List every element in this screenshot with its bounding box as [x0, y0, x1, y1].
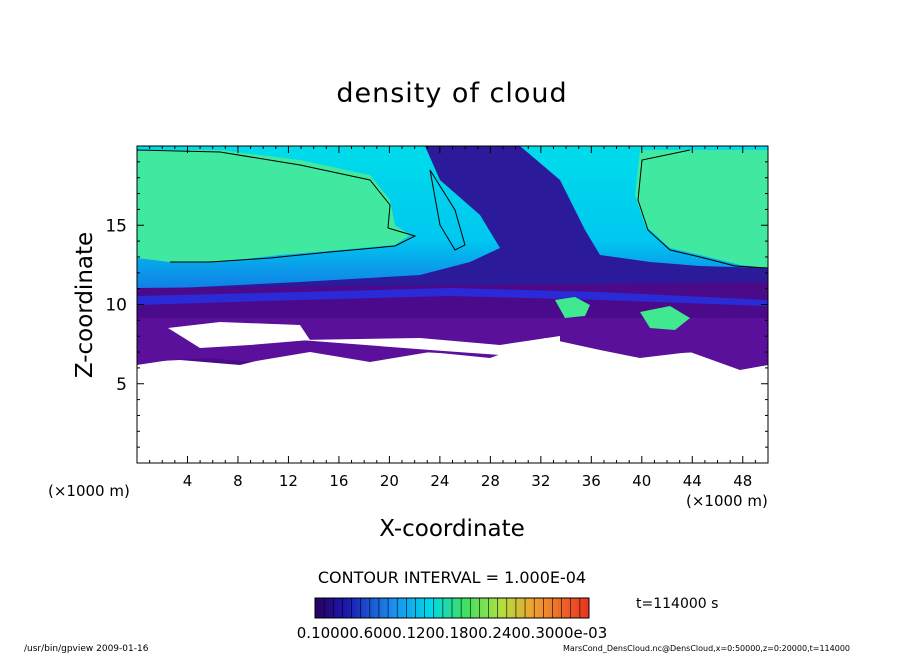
x-tick-label: 28 — [481, 472, 500, 490]
white-gap — [168, 322, 310, 348]
x-unit-label-right: (×1000 m) — [686, 492, 768, 510]
footer-left: /usr/bin/gpview 2009-01-16 — [24, 644, 149, 654]
x-tick-label: 24 — [430, 472, 449, 490]
purple-plume — [137, 146, 768, 300]
contour-line-right — [637, 149, 768, 269]
x-tick-label: 40 — [632, 472, 651, 490]
green-patch-right — [555, 297, 590, 318]
time-label: t=114000 s — [636, 596, 718, 612]
contour-line-left — [137, 149, 417, 263]
colorbar-ticks — [323, 598, 581, 618]
y-axis-title: Z-coordinate — [72, 232, 98, 378]
x-tick-label: 32 — [531, 472, 550, 490]
green-region-right — [635, 150, 768, 268]
white-gap-2 — [300, 336, 560, 355]
x-tick-label: 44 — [683, 472, 702, 490]
x-tick-label: 8 — [233, 472, 243, 490]
colorbar-labels: 0.10000.6000.1200.1800.2400.3000e-03 — [297, 624, 607, 642]
green-patch-right-2 — [640, 306, 690, 330]
x-tick-label: 36 — [582, 472, 601, 490]
x-tick-label: 48 — [733, 472, 752, 490]
y-tick-label: 15 — [105, 216, 127, 236]
x-tick-label: 12 — [279, 472, 298, 490]
chart-title: density of cloud — [336, 78, 567, 109]
y-tick-label: 10 — [105, 296, 127, 316]
y-tick-label: 5 — [116, 375, 127, 395]
density-field — [137, 146, 768, 370]
x-unit-label-left: (×1000 m) — [48, 482, 130, 500]
x-axis-ticks: 4 8 12 16 20 24 28 32 36 40 44 48 — [149, 146, 756, 490]
x-tick-label: 20 — [380, 472, 399, 490]
footer-right: MarsCond_DensCloud.nc@DensCloud,x=0:5000… — [563, 644, 850, 653]
y-axis-ticks: 5 10 15 — [105, 161, 768, 448]
contour-line-plume — [429, 169, 466, 251]
green-region-left — [137, 150, 410, 262]
x-tick-label: 16 — [329, 472, 348, 490]
contour-interval-label: CONTOUR INTERVAL = 1.000E-04 — [318, 568, 586, 587]
x-tick-label: 4 — [183, 472, 193, 490]
x-axis-title: X-coordinate — [379, 516, 525, 542]
blue-band — [137, 288, 768, 306]
